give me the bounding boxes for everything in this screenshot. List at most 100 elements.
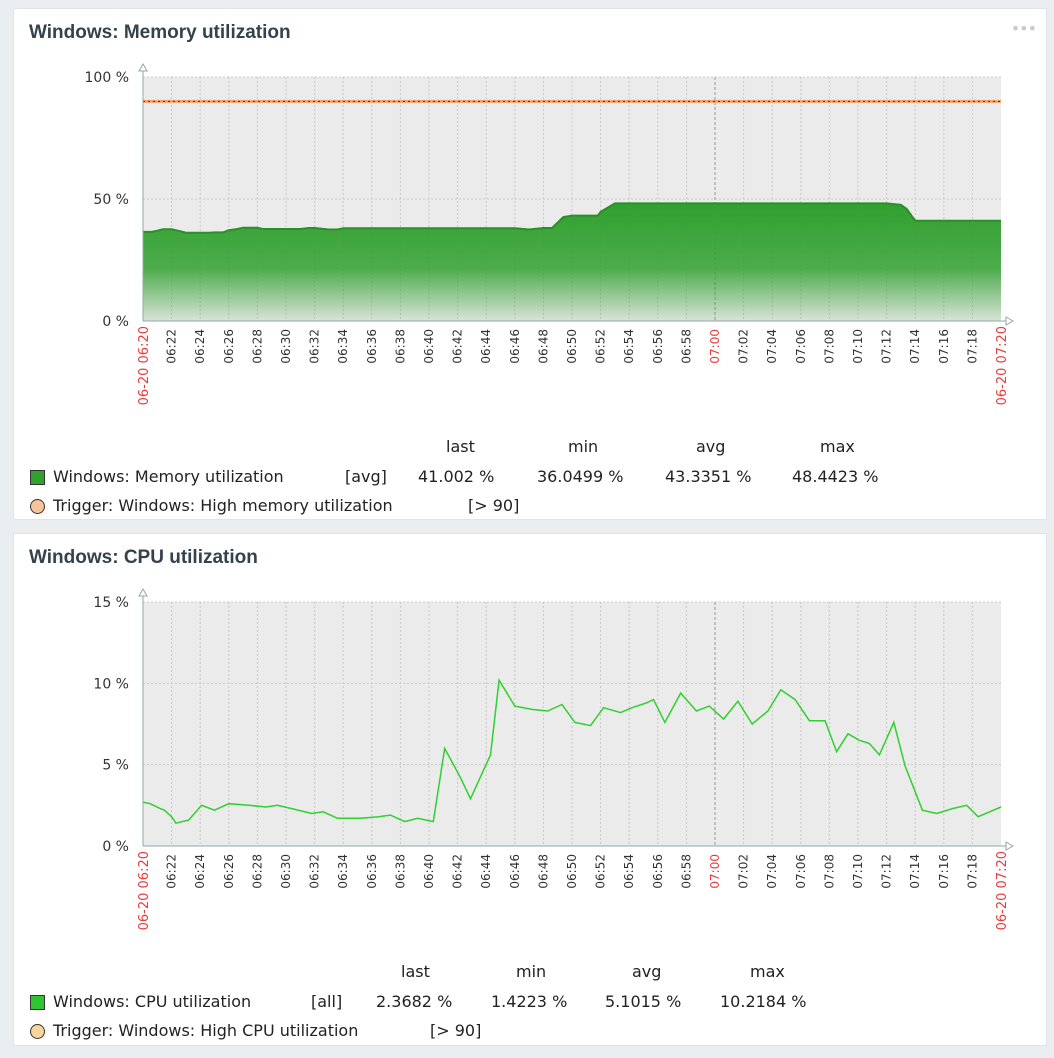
x-tick-label: 07:16 bbox=[937, 329, 951, 364]
y-axis-arrow-icon bbox=[138, 62, 148, 72]
legend-item-avg: 5.1015 % bbox=[605, 992, 682, 1011]
x-tick-label: 06:36 bbox=[365, 329, 379, 364]
series-color-swatch bbox=[30, 470, 45, 485]
x-tick-label: 06:40 bbox=[422, 854, 436, 889]
y-tick-label: 15 % bbox=[93, 595, 129, 611]
legend-trigger-condition: [> 90] bbox=[468, 496, 520, 515]
legend-item-name: Windows: CPU utilization bbox=[53, 992, 252, 1011]
x-tick-label: 07:04 bbox=[765, 329, 779, 364]
x-tick-label: 06:24 bbox=[193, 329, 207, 364]
y-axis-arrow-icon bbox=[138, 587, 148, 597]
x-tick-label: 07:18 bbox=[965, 854, 979, 889]
x-tick-label: 07:12 bbox=[880, 854, 894, 889]
x-tick-label: 06:26 bbox=[222, 854, 236, 889]
x-tick-label: 06:44 bbox=[479, 854, 493, 889]
legend-header-min: min bbox=[568, 437, 599, 456]
x-tick-label: 06:56 bbox=[651, 329, 665, 364]
x-tick-label: 06:38 bbox=[393, 854, 407, 889]
legend-item-max: 10.2184 % bbox=[720, 992, 807, 1011]
x-tick-label: 07:06 bbox=[794, 854, 808, 889]
x-tick-label: 07:10 bbox=[851, 854, 865, 889]
x-tick-label: 07:06 bbox=[794, 329, 808, 364]
x-tick-label: 06:46 bbox=[508, 854, 522, 889]
x-tick-label: 06:30 bbox=[279, 329, 293, 364]
x-tick-label: 06:28 bbox=[250, 854, 264, 889]
x-tick-label: 06:32 bbox=[308, 329, 322, 364]
x-tick-label: 06:28 bbox=[250, 329, 264, 364]
legend-item-func: [avg] bbox=[345, 467, 387, 486]
legend-trigger-name: Trigger: Windows: High CPU utilization bbox=[53, 1021, 359, 1040]
y-tick-label: 100 % bbox=[85, 70, 129, 86]
legend-header-max: max bbox=[820, 437, 855, 456]
x-tick-label: 07:10 bbox=[851, 329, 865, 364]
legend-item-avg: 43.3351 % bbox=[665, 467, 752, 486]
x-tick-label: 06:42 bbox=[451, 329, 465, 364]
x-tick-label: 06:54 bbox=[622, 329, 636, 364]
x-tick-label: 06:48 bbox=[536, 854, 550, 889]
x-tick-label: 06:34 bbox=[336, 854, 350, 889]
x-tick-label: 06:30 bbox=[279, 854, 293, 889]
x-tick-label: 06:52 bbox=[594, 854, 608, 889]
memory-utilization-widget: Windows: Memory utilization ••• 0 % 50 % 1… bbox=[13, 8, 1047, 520]
x-tick-label: 06:46 bbox=[508, 329, 522, 364]
x-tick-label: 06:50 bbox=[565, 854, 579, 889]
x-tick-label: 06:42 bbox=[451, 854, 465, 889]
x-edge-label: 06-20 06:20 bbox=[137, 326, 152, 405]
legend-header-avg: avg bbox=[632, 962, 662, 981]
legend-header-last: last bbox=[446, 437, 475, 456]
x-tick-label: 06:58 bbox=[679, 854, 693, 889]
x-tick-label: 06:44 bbox=[479, 329, 493, 364]
x-tick-label: 06:40 bbox=[422, 329, 436, 364]
y-tick-label: 10 % bbox=[93, 676, 129, 692]
cpu-utilization-widget: Windows: CPU utilization 0 % 5 % 10 % 15 % 0… bbox=[13, 533, 1047, 1046]
x-tick-label: 07:12 bbox=[880, 329, 894, 364]
x-tick-label: 07:08 bbox=[822, 329, 836, 364]
graph-legend: last min avg max Windows: Memory utiliza… bbox=[14, 437, 1048, 537]
x-tick-label: 07:00 bbox=[708, 329, 722, 364]
x-tick-label: 07:14 bbox=[908, 854, 922, 889]
legend-item-name: Windows: Memory utilization bbox=[53, 467, 284, 486]
y-tick-label: 50 % bbox=[93, 192, 129, 208]
widget-title: Windows: Memory utilization bbox=[29, 22, 291, 43]
x-tick-label: 06:22 bbox=[165, 329, 179, 364]
widget-title: Windows: CPU utilization bbox=[29, 547, 258, 568]
widget-menu-icon[interactable]: ••• bbox=[1010, 19, 1037, 38]
x-tick-label: 06:52 bbox=[594, 329, 608, 364]
x-tick-label: 07:16 bbox=[937, 854, 951, 889]
y-tick-label: 0 % bbox=[102, 314, 129, 330]
cpu-utilization-graph: 0 % 5 % 10 % 15 % 06:22 06:24 06:26 06:28 06:30 0… bbox=[93, 587, 1015, 930]
x-tick-label: 06:48 bbox=[536, 329, 550, 364]
x-tick-label: 06:26 bbox=[222, 329, 236, 364]
y-tick-label: 0 % bbox=[102, 839, 129, 855]
x-tick-label: 06:38 bbox=[393, 329, 407, 364]
graph-legend: last min avg max Windows: CPU utilizatio… bbox=[14, 962, 1048, 1058]
legend-header-last: last bbox=[401, 962, 430, 981]
x-tick-label: 07:18 bbox=[965, 329, 979, 364]
x-tick-label: 07:02 bbox=[737, 854, 751, 889]
x-tick-label: 06:58 bbox=[679, 329, 693, 364]
x-tick-label: 06:34 bbox=[336, 329, 350, 364]
x-edge-label: 06-20 07:20 bbox=[995, 326, 1010, 405]
legend-header-min: min bbox=[516, 962, 547, 981]
x-tick-label: 06:56 bbox=[651, 854, 665, 889]
x-tick-label: 07:08 bbox=[822, 854, 836, 889]
x-tick-label: 06:54 bbox=[622, 854, 636, 889]
trigger-color-swatch bbox=[30, 1024, 45, 1039]
y-tick-label: 5 % bbox=[102, 758, 129, 774]
x-tick-label: 06:32 bbox=[308, 854, 322, 889]
series-line bbox=[142, 677, 1002, 825]
legend-item-min: 1.4223 % bbox=[491, 992, 568, 1011]
x-axis-arrow-icon bbox=[1005, 316, 1015, 326]
memory-utilization-graph: 0 % 50 % 100 % 06:22 06:24 06:26 06:28 06:30 06:… bbox=[85, 62, 1015, 405]
legend-item-min: 36.0499 % bbox=[537, 467, 624, 486]
legend-header-avg: avg bbox=[696, 437, 726, 456]
legend-trigger-condition: [> 90] bbox=[430, 1021, 482, 1040]
legend-item-max: 48.4423 % bbox=[792, 467, 879, 486]
x-tick-label: 06:22 bbox=[165, 854, 179, 889]
legend-item-last: 41.002 % bbox=[418, 467, 495, 486]
x-tick-label: 07:00 bbox=[708, 854, 722, 889]
x-tick-label: 07:04 bbox=[765, 854, 779, 889]
x-tick-label: 06:24 bbox=[193, 854, 207, 889]
x-tick-label: 07:14 bbox=[908, 329, 922, 364]
x-edge-label: 06-20 07:20 bbox=[995, 851, 1010, 930]
